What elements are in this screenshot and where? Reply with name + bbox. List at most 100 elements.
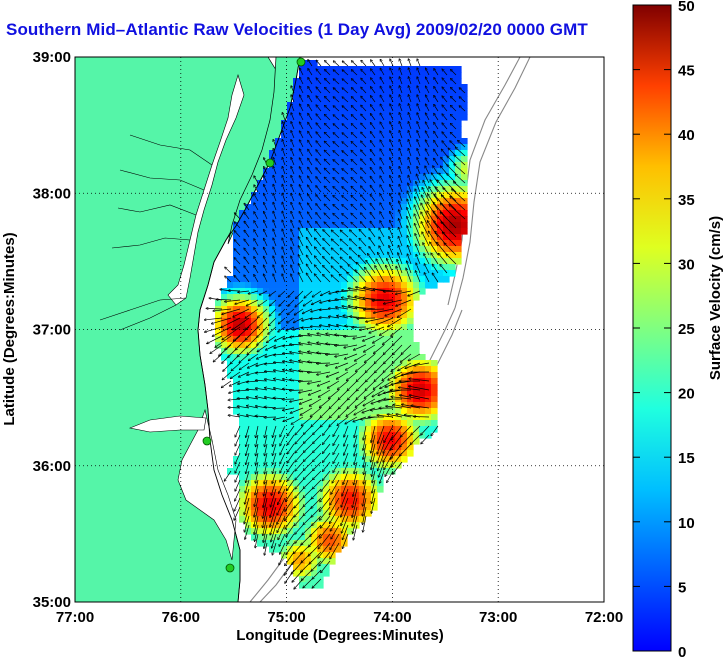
velocity-cell bbox=[257, 390, 264, 397]
velocity-cell bbox=[245, 264, 252, 271]
velocity-cell bbox=[323, 300, 330, 307]
velocity-cell bbox=[347, 240, 354, 247]
velocity-cell bbox=[413, 174, 420, 181]
velocity-cell bbox=[221, 318, 228, 325]
velocity-cell bbox=[341, 276, 348, 283]
velocity-cell bbox=[269, 294, 276, 301]
velocity-arrow bbox=[417, 86, 421, 94]
velocity-cell bbox=[341, 396, 348, 403]
velocity-cell bbox=[299, 348, 306, 355]
velocity-cell bbox=[383, 162, 390, 169]
velocity-cell bbox=[401, 90, 408, 97]
velocity-cell bbox=[293, 114, 300, 121]
velocity-cell bbox=[455, 234, 462, 241]
velocity-cell bbox=[281, 300, 288, 307]
velocity-arrow bbox=[273, 185, 277, 193]
velocity-cell bbox=[317, 390, 324, 397]
velocity-cell bbox=[233, 366, 240, 373]
velocity-cell bbox=[335, 294, 342, 301]
velocity-arrow bbox=[408, 167, 412, 175]
velocity-arrow bbox=[399, 140, 403, 148]
velocity-arrow bbox=[449, 205, 466, 220]
velocity-arrow bbox=[308, 96, 313, 103]
velocity-cell bbox=[317, 528, 324, 535]
velocity-cell bbox=[395, 108, 402, 115]
velocity-cell bbox=[377, 402, 384, 409]
velocity-cell bbox=[323, 126, 330, 133]
velocity-arrow bbox=[416, 182, 421, 193]
velocity-arrow bbox=[221, 317, 241, 327]
velocity-cell bbox=[353, 78, 360, 85]
velocity-arrow bbox=[287, 317, 295, 323]
velocity-cell bbox=[281, 420, 288, 427]
velocity-cell bbox=[359, 234, 366, 241]
velocity-cell bbox=[251, 264, 258, 271]
velocity-cell bbox=[287, 402, 294, 409]
velocity-cell bbox=[365, 168, 372, 175]
velocity-cell bbox=[461, 144, 468, 151]
velocity-cell bbox=[347, 138, 354, 145]
velocity-arrow bbox=[235, 222, 241, 229]
velocity-cell bbox=[377, 96, 384, 103]
velocity-cell bbox=[347, 288, 354, 295]
velocity-cell bbox=[395, 456, 402, 463]
velocity-cell bbox=[275, 162, 282, 169]
velocity-cell bbox=[257, 222, 264, 229]
velocity-cell bbox=[365, 144, 372, 151]
velocity-arrow bbox=[342, 298, 358, 301]
velocity-arrow bbox=[298, 255, 304, 265]
velocity-cell bbox=[245, 282, 252, 289]
velocity-cell bbox=[437, 174, 444, 181]
velocity-cell bbox=[299, 300, 306, 307]
velocity-cell bbox=[443, 210, 450, 217]
velocity-cell bbox=[401, 252, 408, 259]
velocity-cell bbox=[353, 456, 360, 463]
velocity-cell bbox=[413, 414, 420, 421]
velocity-cell bbox=[365, 342, 372, 349]
velocity-cell bbox=[389, 348, 396, 355]
velocity-cell bbox=[347, 258, 354, 265]
velocity-arrow bbox=[390, 86, 394, 94]
velocity-cell bbox=[353, 276, 360, 283]
velocity-cell bbox=[323, 384, 330, 391]
velocity-arrow bbox=[235, 213, 241, 220]
velocity-cell bbox=[251, 498, 258, 505]
velocity-cell bbox=[317, 438, 324, 445]
velocity-cell bbox=[407, 420, 414, 427]
velocity-cell bbox=[305, 132, 312, 139]
velocity-arrow bbox=[316, 69, 322, 76]
velocity-arrow bbox=[371, 105, 376, 112]
velocity-cell bbox=[401, 216, 408, 223]
velocity-cell bbox=[365, 360, 372, 367]
velocity-cell bbox=[299, 222, 306, 229]
velocity-cell bbox=[413, 282, 420, 289]
velocity-arrow bbox=[336, 307, 349, 310]
map-title: Southern Mid–Atlantic Raw Velocities (1 … bbox=[6, 20, 588, 39]
velocity-cell bbox=[341, 348, 348, 355]
velocity-cell bbox=[329, 66, 336, 73]
velocity-cell bbox=[305, 288, 312, 295]
velocity-cell bbox=[305, 540, 312, 547]
velocity-cell bbox=[269, 150, 276, 157]
velocity-arrow bbox=[451, 79, 457, 85]
velocity-cell bbox=[413, 132, 420, 139]
velocity-cell bbox=[347, 108, 354, 115]
velocity-arrow bbox=[298, 237, 304, 247]
velocity-cell bbox=[269, 252, 276, 259]
velocity-cell bbox=[269, 306, 276, 313]
velocity-arrow bbox=[291, 122, 295, 130]
velocity-arrow bbox=[283, 353, 295, 354]
velocity-cell bbox=[443, 138, 450, 145]
velocity-cell bbox=[389, 228, 396, 235]
velocity-cell bbox=[293, 162, 300, 169]
velocity-cell bbox=[329, 348, 336, 355]
velocity-cell bbox=[371, 252, 378, 259]
velocity-cell bbox=[329, 474, 336, 481]
velocity-cell bbox=[311, 444, 318, 451]
velocity-arrow bbox=[268, 326, 277, 334]
velocity-cell bbox=[407, 354, 414, 361]
velocity-cell bbox=[311, 102, 318, 109]
velocity-arrow bbox=[225, 335, 241, 350]
velocity-cell bbox=[257, 240, 264, 247]
velocity-cell bbox=[305, 510, 312, 517]
